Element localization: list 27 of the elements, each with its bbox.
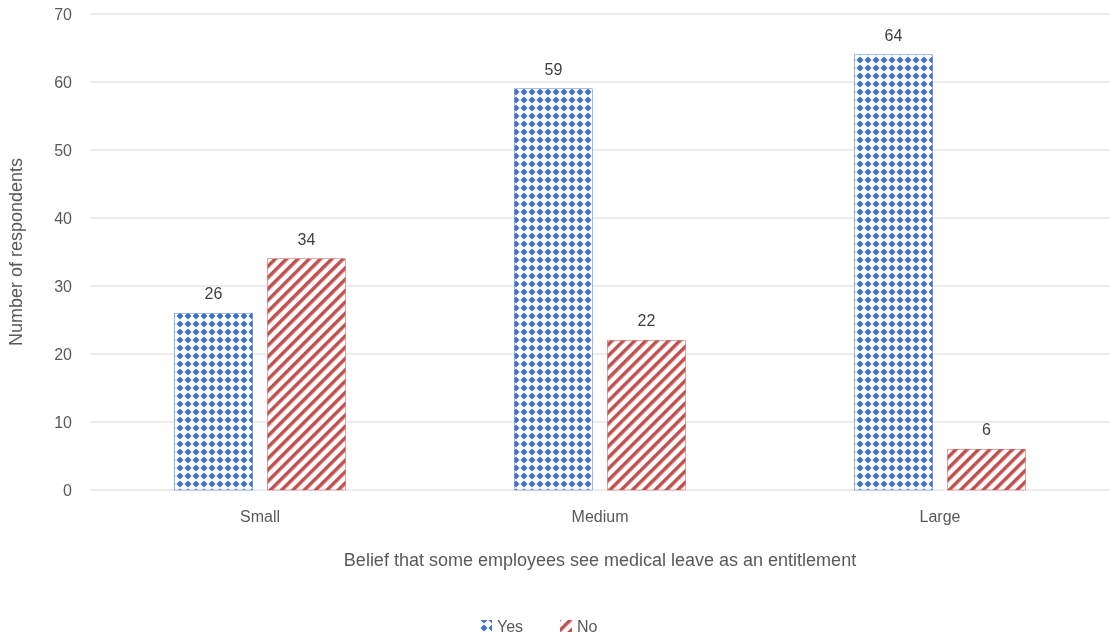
bar	[947, 448, 1026, 491]
bar	[607, 340, 686, 491]
y-tick-label: 30	[54, 277, 73, 295]
data-label: 64	[884, 26, 903, 44]
legend-label: Yes	[497, 617, 524, 635]
data-label: 26	[204, 285, 223, 303]
data-label: 22	[637, 312, 656, 330]
x-tick-label: Large	[919, 508, 961, 525]
data-label: 6	[982, 421, 992, 439]
y-axis-title: Number of respondents	[6, 157, 26, 347]
y-tick-label: 50	[54, 141, 73, 159]
bar	[854, 54, 933, 491]
bar	[514, 88, 593, 491]
legend-label: No	[577, 617, 598, 635]
data-label: 59	[544, 60, 563, 78]
y-tick-label: 60	[54, 73, 73, 91]
y-tick-label: 70	[54, 5, 73, 23]
y-tick-label: 0	[63, 481, 73, 499]
y-tick-label: 20	[54, 345, 73, 363]
data-label: 34	[297, 230, 316, 248]
y-tick-label: 10	[54, 413, 73, 431]
bar	[267, 258, 346, 491]
y-tick-label: 40	[54, 209, 73, 227]
x-tick-label: Small	[239, 508, 281, 525]
x-axis-title: Belief that some employees see medical leave as an entitlement	[343, 550, 857, 570]
x-tick-label: Medium	[571, 508, 629, 525]
bar	[174, 312, 253, 491]
